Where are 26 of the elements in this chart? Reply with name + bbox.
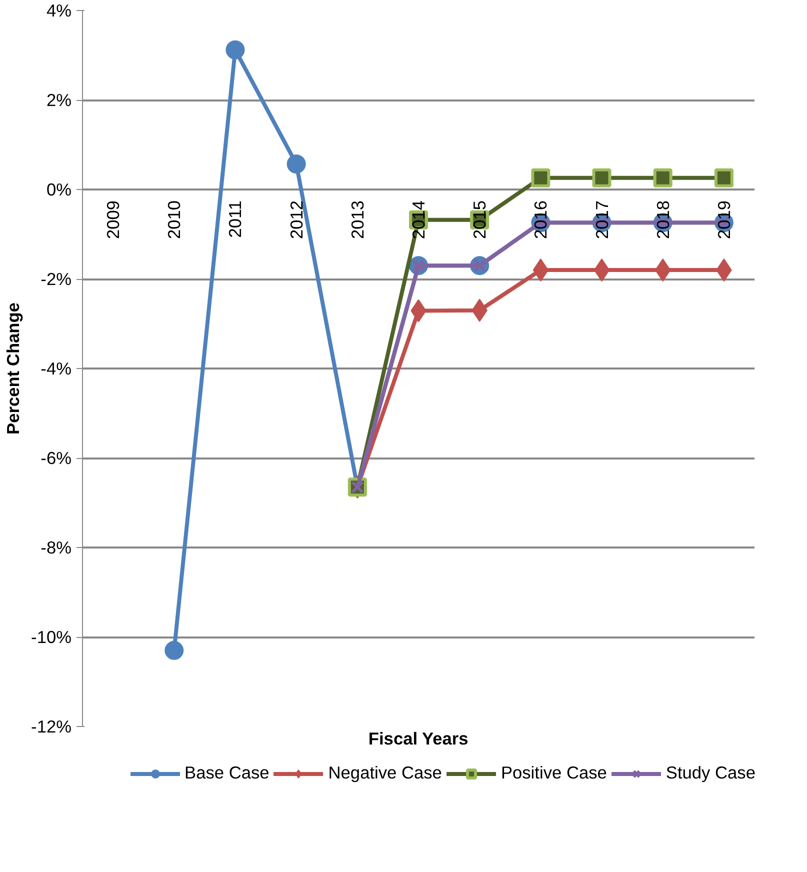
- x-tick-label: 2018: [652, 200, 673, 240]
- x-tick-label: 2013: [347, 200, 368, 240]
- legend-label: Positive Case: [500, 762, 607, 784]
- y-tick-label: -6%: [40, 448, 72, 468]
- x-axis-title: Fiscal Years: [368, 728, 468, 748]
- x-tick-label: 2009: [103, 200, 124, 240]
- x-tick-label: 2015: [470, 200, 490, 240]
- y-tick-label: -12%: [31, 716, 72, 736]
- x-tick-label: 2014: [408, 200, 428, 240]
- y-tick-label: 2%: [46, 90, 72, 110]
- y-tick-label: 4%: [46, 0, 72, 20]
- x-tick-label: 2019: [714, 200, 734, 240]
- y-tick-label: -4%: [40, 358, 72, 378]
- x-tick-label: 2010: [164, 200, 184, 240]
- legend-label: Base Case: [184, 762, 270, 784]
- y-tick-label: 0%: [46, 180, 72, 200]
- y-tick-label: -2%: [40, 269, 72, 289]
- legend-label: Study Case: [666, 762, 756, 784]
- y-axis-title: Percent Change: [3, 302, 24, 434]
- x-tick-label: 2012: [286, 200, 306, 240]
- x-tick-label: 2016: [530, 200, 551, 240]
- legend-label: Negative Case: [328, 762, 442, 784]
- y-tick-label: -10%: [31, 627, 72, 647]
- y-tick-label: -8%: [40, 538, 72, 558]
- x-tick-label: 2017: [592, 200, 612, 240]
- x-tick-label: 2011: [225, 200, 246, 238]
